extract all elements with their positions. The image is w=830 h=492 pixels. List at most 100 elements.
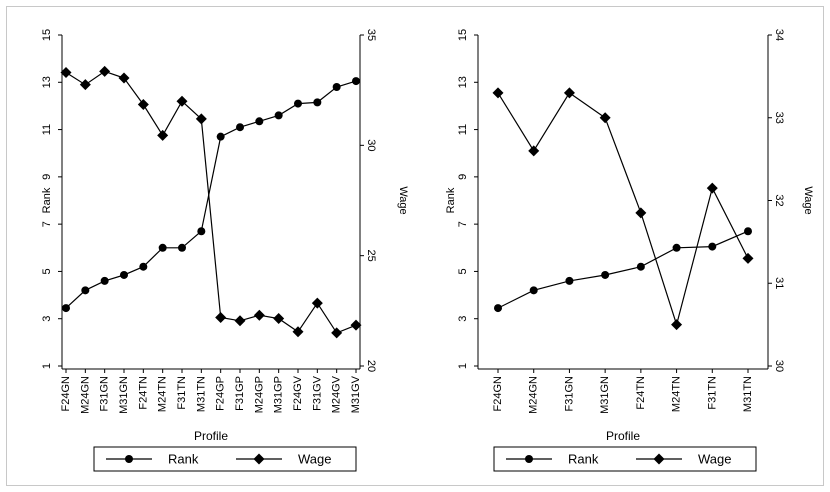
data-point-wage — [311, 297, 323, 309]
data-point-rank — [197, 227, 206, 236]
y-tick-label-right: 30 — [365, 139, 377, 151]
data-point-wage — [215, 311, 227, 323]
series-line-rank — [497, 230, 749, 309]
data-point-rank — [332, 83, 341, 92]
x-tick-label: M31TN — [195, 376, 207, 412]
legend-label: Wage — [698, 452, 731, 467]
x-tick-label: F24GP — [215, 376, 227, 411]
x-tick-label: M24GV — [331, 375, 343, 413]
y-tick-label-left: 5 — [41, 268, 53, 274]
data-point-rank — [708, 242, 717, 251]
x-tick-label: M24TN — [157, 376, 169, 412]
y-tick-label-left: 11 — [41, 124, 53, 135]
data-point-wage — [706, 182, 718, 194]
y-tick-label-left: 9 — [457, 174, 469, 180]
y-tick-label-left: 13 — [41, 76, 53, 88]
data-point-rank — [529, 286, 538, 295]
data-point-wage — [492, 87, 504, 99]
data-point-rank — [178, 243, 186, 252]
y-tick-label-right: 31 — [773, 277, 785, 289]
x-tick-label: F24GV — [292, 375, 304, 411]
data-point-wage — [253, 309, 265, 321]
x-tick-label: F31TN — [176, 376, 188, 410]
data-point-wage — [79, 79, 91, 91]
y-tick-label-right: 33 — [773, 112, 785, 124]
y-tick-label-left: 9 — [41, 174, 53, 180]
legend-marker-circle — [125, 455, 133, 463]
y-tick-label-right: 30 — [773, 360, 785, 372]
y-axis-title-right: Wage — [397, 186, 409, 214]
y-tick-label-left: 1 — [457, 363, 469, 369]
legend-label: Wage — [298, 452, 331, 467]
data-point-rank — [120, 270, 128, 279]
series-line-rank — [65, 80, 357, 309]
y-tick-label-left: 7 — [41, 221, 53, 227]
x-tick-label: M24TN — [671, 376, 683, 412]
data-point-rank — [100, 276, 109, 285]
y-tick-label-right: 34 — [773, 29, 785, 41]
legend-marker-diamond — [653, 453, 665, 465]
data-point-wage — [118, 72, 130, 84]
y-axis-title-left: Rank — [41, 187, 53, 213]
data-point-rank — [81, 286, 90, 295]
x-tick-label: M31GP — [273, 376, 285, 413]
y-tick-label-left: 7 — [457, 221, 469, 227]
data-point-rank — [62, 304, 70, 313]
data-point-rank — [494, 304, 502, 313]
data-point-rank — [636, 262, 645, 271]
data-point-rank — [216, 132, 225, 141]
x-tick-label: F24TN — [635, 376, 647, 410]
x-tick-label: F24GN — [60, 376, 72, 412]
y-tick-label-right: 32 — [773, 194, 785, 206]
data-point-rank — [565, 276, 574, 285]
y-axis-title-left: Rank — [445, 187, 457, 213]
data-point-wage — [234, 315, 246, 327]
y-tick-label-right: 20 — [365, 360, 377, 372]
data-point-wage — [671, 319, 683, 331]
data-point-wage — [635, 207, 647, 219]
data-point-wage — [195, 113, 207, 125]
x-tick-label: M31GN — [599, 376, 611, 414]
data-point-wage — [176, 95, 188, 107]
legend: Rank Wage — [493, 446, 757, 472]
data-point-rank — [352, 77, 360, 86]
y-tick-label-left: 3 — [457, 316, 469, 322]
data-point-wage — [742, 252, 754, 264]
legend: Rank Wage — [93, 446, 357, 472]
x-tick-label: F31GP — [234, 376, 246, 411]
y-tick-label-left: 1 — [41, 363, 53, 369]
y-tick-label-left: 3 — [41, 316, 53, 322]
data-point-wage — [60, 67, 72, 79]
data-point-rank — [313, 98, 322, 107]
x-tick-label: M31GV — [350, 375, 362, 413]
y-tick-label-right: 25 — [365, 250, 377, 262]
series-line-wage — [65, 70, 357, 334]
y-tick-label-left: 11 — [457, 124, 469, 135]
x-axis-title: Profile — [606, 429, 640, 443]
data-point-wage — [350, 319, 362, 331]
data-point-rank — [139, 262, 148, 271]
data-point-rank — [255, 117, 264, 126]
x-tick-label: F31GN — [563, 376, 575, 412]
x-tick-label: F31GV — [311, 375, 323, 411]
data-point-rank — [294, 99, 302, 108]
x-tick-label: F24GN — [492, 376, 504, 412]
x-tick-label: M24GN — [79, 376, 91, 414]
series-line-wage — [497, 92, 749, 327]
y-tick-label-left: 5 — [457, 268, 469, 274]
legend-label: Rank — [568, 452, 599, 467]
x-tick-label: M24GP — [253, 376, 265, 413]
x-tick-label: F24TN — [137, 376, 149, 410]
data-point-wage — [99, 65, 111, 77]
data-point-wage — [292, 326, 304, 338]
y-tick-label-left: 13 — [457, 76, 469, 88]
data-point-wage — [273, 313, 285, 325]
data-point-rank — [601, 270, 610, 279]
data-point-rank — [236, 123, 244, 132]
x-tick-label: M24GN — [528, 376, 540, 414]
figure-frame — [6, 6, 824, 486]
x-tick-label: M31TN — [742, 376, 754, 412]
